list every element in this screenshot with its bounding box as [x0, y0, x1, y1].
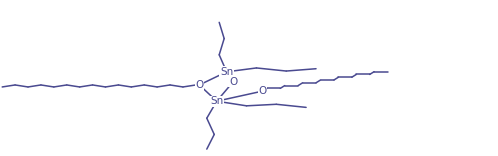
Text: O: O [229, 77, 237, 87]
Text: O: O [195, 80, 204, 90]
Text: Sn: Sn [220, 67, 233, 77]
Text: O: O [258, 86, 266, 96]
Text: Sn: Sn [210, 96, 223, 106]
